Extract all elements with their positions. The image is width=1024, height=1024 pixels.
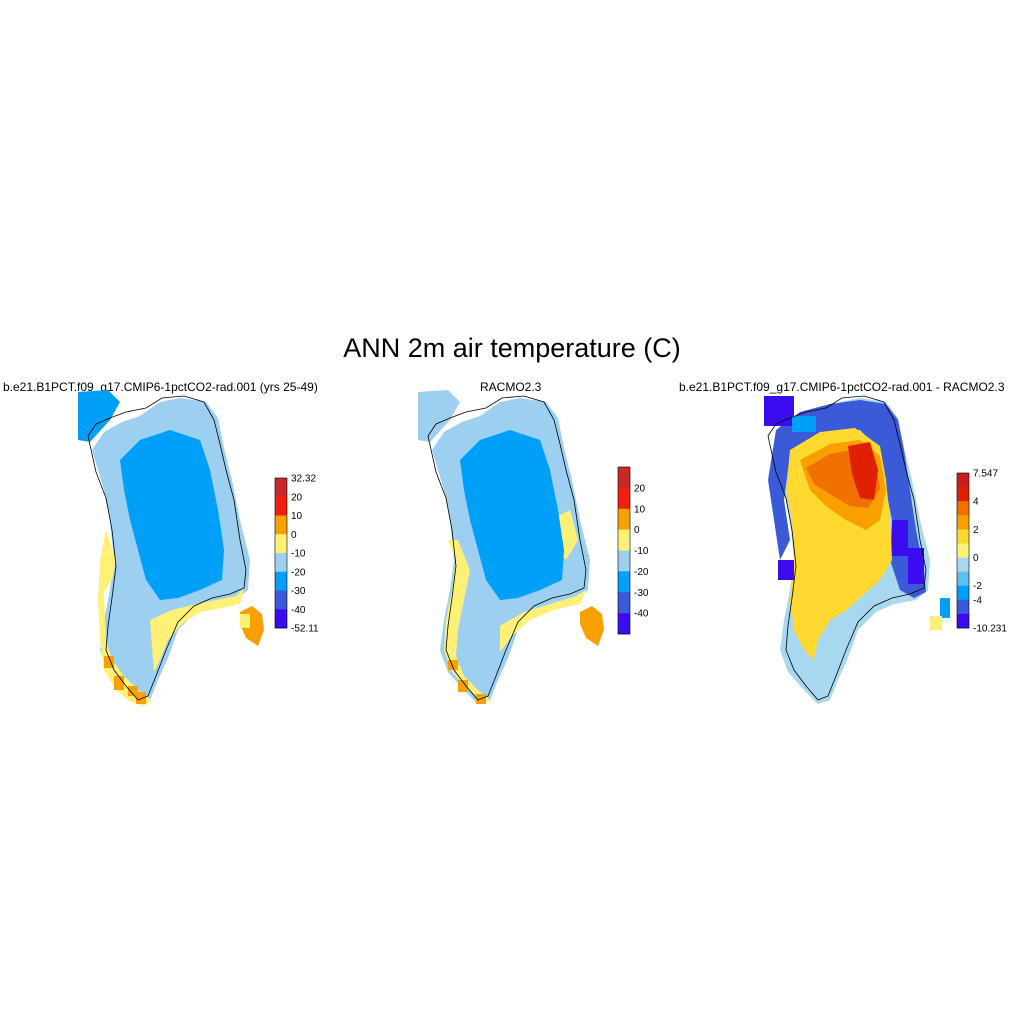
cell-dn10-d	[764, 396, 794, 426]
region-n10-south	[500, 590, 586, 652]
colorbar-1-segment	[275, 571, 287, 591]
cell-dn10-a	[892, 520, 908, 556]
colorbar-1-label: -30	[291, 586, 306, 597]
colorbar-3-label: -2	[973, 581, 982, 592]
colorbar-1-segment	[275, 609, 287, 629]
region-east	[580, 606, 604, 646]
colorbar-3-segment	[957, 487, 969, 502]
colorbar-2-segment	[618, 467, 630, 489]
colorbar-3-segment	[957, 599, 969, 615]
cell-dn2	[792, 416, 816, 432]
colorbar-1-label: -52.11	[291, 624, 319, 635]
colorbar-1-segment	[275, 534, 287, 554]
colorbar-3-segment	[957, 543, 969, 558]
region-d6	[848, 442, 878, 500]
region-dneg	[768, 400, 926, 598]
colorbar-1-segment	[275, 590, 287, 610]
colorbar-3-segment	[957, 585, 969, 601]
cell-dn10-c	[778, 560, 794, 580]
colorbar-3-segment	[957, 613, 969, 629]
panel-3-map	[764, 395, 950, 704]
colorbar-1-segment	[275, 515, 287, 535]
colorbar-3-label: 4	[973, 497, 979, 508]
cell-dn2-e	[940, 598, 950, 618]
colorbar-2-label: 0	[634, 525, 640, 536]
cell-0-b	[114, 676, 124, 690]
colorbar-2-frame	[617, 466, 631, 635]
colorbar-3-label: 0	[973, 553, 979, 564]
colorbar-3-segment	[957, 571, 969, 587]
cell-0-c	[128, 686, 138, 696]
colorbar-3-segment	[957, 515, 969, 530]
cell-0-d	[136, 692, 146, 704]
colorbar-1-label: -20	[291, 567, 306, 578]
panel-3-title: b.e21.B1PCT.f09_g17.CMIP6-1pctCO2-rad.00…	[679, 380, 1005, 394]
colorbar-3-segment	[957, 529, 969, 544]
colorbar-2-segment	[618, 508, 630, 530]
main-title: ANN 2m air temperature (C)	[343, 333, 681, 363]
colorbar-3-segment	[957, 473, 969, 488]
colorbar-2-label: 10	[634, 504, 646, 515]
colorbars: 32.3220100-10-20-30-40-52.1120100-10-20-…	[274, 466, 1007, 635]
colorbar-2-label: -40	[634, 609, 649, 620]
cell-n10-e	[240, 614, 250, 628]
colorbar-1-label: 0	[291, 530, 297, 541]
colorbar-3-frame	[956, 472, 970, 629]
colorbar-3-segment	[957, 557, 969, 572]
colorbar-2-segment	[618, 571, 630, 593]
colorbar-1-segment	[275, 478, 287, 498]
cell-0-a	[448, 660, 458, 670]
panel-2-map	[418, 390, 604, 704]
colorbar-2-segment	[618, 487, 630, 510]
colorbar-1-frame	[274, 477, 288, 629]
colorbar-3-label: 7.547	[973, 469, 998, 480]
panel-1-map	[78, 390, 264, 706]
colorbar-2-segment	[618, 550, 630, 572]
colorbar-2-label: 20	[634, 483, 646, 494]
cell-0-b	[458, 680, 468, 692]
colorbar-3-label: -4	[973, 595, 982, 606]
cell-d1-e	[930, 616, 942, 630]
colorbar-1-label: -10	[291, 549, 306, 560]
colorbar-2-segment	[618, 613, 630, 635]
colorbar-1-label: -40	[291, 605, 306, 616]
colorbar-1-segment	[275, 496, 287, 516]
colorbar-3-label: 2	[973, 525, 979, 536]
colorbar-1-label: 10	[291, 511, 303, 522]
colorbar-2-label: -20	[634, 567, 649, 578]
cell-0-a	[104, 656, 114, 668]
colorbar-3-label: -10.231	[973, 624, 1007, 635]
colorbar-2-label: -30	[634, 588, 649, 599]
colorbar-2-segment	[618, 592, 630, 614]
cell-dn10-b	[908, 548, 924, 584]
colorbar-2-segment	[618, 529, 630, 551]
colorbar-2-label: -10	[634, 546, 649, 557]
panel-1-title: b.e21.B1PCT.f09_g17.CMIP6-1pctCO2-rad.00…	[3, 380, 318, 394]
colorbar-1-label: 32.32	[291, 474, 316, 485]
panel-2-title: RACMO2.3	[480, 380, 542, 394]
colorbar-1-label: 20	[291, 492, 303, 503]
colorbar-1-segment	[275, 553, 287, 573]
colorbar-3-segment	[957, 501, 969, 516]
